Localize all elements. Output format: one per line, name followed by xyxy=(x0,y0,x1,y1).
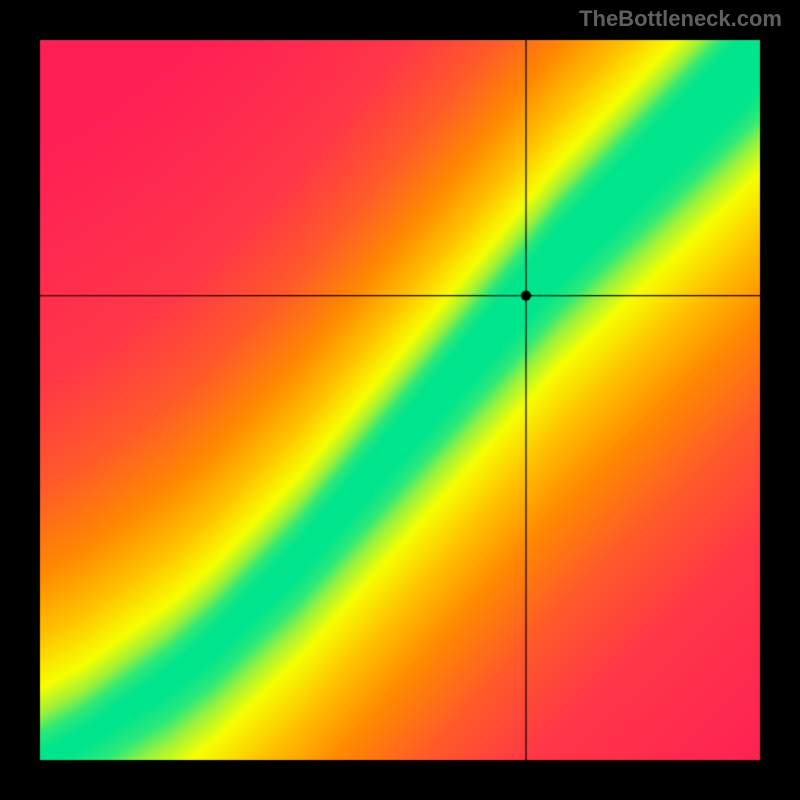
chart-container: TheBottleneck.com xyxy=(0,0,800,800)
watermark-text: TheBottleneck.com xyxy=(579,6,782,32)
bottleneck-heatmap xyxy=(0,0,800,800)
